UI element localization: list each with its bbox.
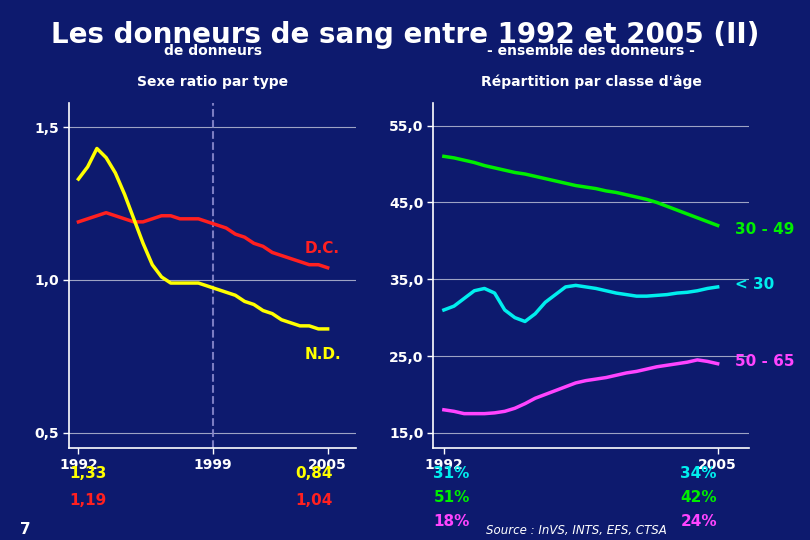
Text: 7: 7 — [20, 522, 31, 537]
Text: 1,04: 1,04 — [296, 493, 333, 508]
Text: 51%: 51% — [433, 490, 470, 505]
Text: N.D.: N.D. — [305, 347, 341, 362]
Text: 24%: 24% — [680, 515, 717, 530]
Text: 0,84: 0,84 — [296, 466, 333, 481]
Text: 50 - 65: 50 - 65 — [735, 354, 794, 369]
Text: 18%: 18% — [433, 515, 470, 530]
Text: Source : InVS, INTS, EFS, CTSA: Source : InVS, INTS, EFS, CTSA — [486, 523, 667, 537]
Text: 1,33: 1,33 — [69, 466, 106, 481]
Text: 1,19: 1,19 — [69, 493, 106, 508]
Text: D.C.: D.C. — [305, 240, 339, 255]
Text: 42%: 42% — [680, 490, 717, 505]
Text: - ensemble des donneurs -: - ensemble des donneurs - — [488, 44, 695, 58]
Text: Sexe ratio par type: Sexe ratio par type — [137, 75, 288, 89]
Text: Les donneurs de sang entre 1992 et 2005 (II): Les donneurs de sang entre 1992 et 2005 … — [51, 21, 759, 49]
Text: de donneurs: de donneurs — [164, 44, 262, 58]
Text: 30 - 49: 30 - 49 — [735, 222, 794, 237]
Text: Répartition par classe d'âge: Répartition par classe d'âge — [481, 75, 701, 89]
Text: < 30: < 30 — [735, 277, 774, 292]
Text: 31%: 31% — [433, 466, 470, 481]
Text: 34%: 34% — [680, 466, 717, 481]
